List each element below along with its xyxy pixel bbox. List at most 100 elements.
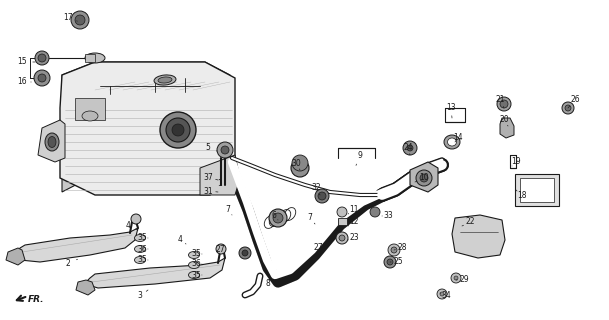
Circle shape xyxy=(172,124,184,136)
Circle shape xyxy=(440,292,444,296)
Polygon shape xyxy=(6,248,25,265)
Text: 27: 27 xyxy=(313,243,323,252)
Bar xyxy=(85,54,95,62)
Bar xyxy=(338,218,347,225)
Text: 4: 4 xyxy=(125,221,130,230)
Text: 21: 21 xyxy=(495,95,505,105)
Text: 5: 5 xyxy=(206,143,211,153)
Text: 30: 30 xyxy=(291,158,301,167)
Circle shape xyxy=(131,214,141,224)
Polygon shape xyxy=(452,215,505,258)
Text: 29: 29 xyxy=(459,276,469,284)
Circle shape xyxy=(500,100,508,108)
Ellipse shape xyxy=(189,261,200,268)
Text: 12: 12 xyxy=(349,218,359,227)
Circle shape xyxy=(239,247,251,259)
Text: 7: 7 xyxy=(225,205,230,214)
Polygon shape xyxy=(76,280,95,295)
Text: 17: 17 xyxy=(63,13,73,22)
Text: 23: 23 xyxy=(349,234,359,243)
Text: 37: 37 xyxy=(203,172,213,181)
Circle shape xyxy=(35,51,49,65)
Circle shape xyxy=(34,70,50,86)
Bar xyxy=(75,98,105,120)
Circle shape xyxy=(339,235,345,241)
Polygon shape xyxy=(62,90,95,192)
Text: 8: 8 xyxy=(266,278,270,287)
Text: 3: 3 xyxy=(138,292,143,300)
Ellipse shape xyxy=(189,271,200,278)
Text: 16: 16 xyxy=(17,77,27,86)
Circle shape xyxy=(221,146,229,154)
Text: 10: 10 xyxy=(419,173,429,182)
Circle shape xyxy=(562,102,574,114)
Polygon shape xyxy=(200,155,240,195)
Text: 14: 14 xyxy=(453,133,463,142)
Ellipse shape xyxy=(189,252,200,259)
Circle shape xyxy=(565,105,571,111)
Text: 22: 22 xyxy=(465,218,475,227)
Text: 4: 4 xyxy=(178,236,183,244)
Circle shape xyxy=(166,118,190,142)
Circle shape xyxy=(437,289,447,299)
Polygon shape xyxy=(62,62,230,105)
Circle shape xyxy=(451,273,461,283)
Ellipse shape xyxy=(158,77,172,83)
Text: 28: 28 xyxy=(397,244,407,252)
Ellipse shape xyxy=(82,111,98,121)
Circle shape xyxy=(71,11,89,29)
Polygon shape xyxy=(410,162,438,192)
Ellipse shape xyxy=(135,245,146,252)
Text: 31: 31 xyxy=(203,187,213,196)
Text: 1: 1 xyxy=(217,179,222,188)
Circle shape xyxy=(388,244,400,256)
Text: 36: 36 xyxy=(137,244,147,253)
Polygon shape xyxy=(95,90,230,175)
Text: 2: 2 xyxy=(66,260,71,268)
Text: 13: 13 xyxy=(446,103,456,113)
Circle shape xyxy=(318,192,326,200)
Text: 36: 36 xyxy=(191,260,201,268)
Circle shape xyxy=(291,159,309,177)
Circle shape xyxy=(38,54,46,62)
Polygon shape xyxy=(60,62,235,195)
Circle shape xyxy=(336,232,348,244)
Circle shape xyxy=(75,15,85,25)
Polygon shape xyxy=(18,228,138,262)
Polygon shape xyxy=(500,118,514,138)
Circle shape xyxy=(384,256,396,268)
Ellipse shape xyxy=(135,257,146,263)
Circle shape xyxy=(370,207,380,217)
Ellipse shape xyxy=(444,135,460,149)
Text: 33: 33 xyxy=(383,211,393,220)
Circle shape xyxy=(416,170,432,186)
Circle shape xyxy=(216,244,226,254)
Circle shape xyxy=(407,145,413,151)
Circle shape xyxy=(391,247,397,253)
Text: 20: 20 xyxy=(499,116,509,124)
Circle shape xyxy=(160,112,196,148)
Ellipse shape xyxy=(85,53,105,63)
Circle shape xyxy=(420,174,428,182)
Circle shape xyxy=(217,142,233,158)
Text: 25: 25 xyxy=(393,258,403,267)
Text: 35: 35 xyxy=(191,250,201,259)
Text: 26: 26 xyxy=(570,95,580,105)
Text: 7: 7 xyxy=(308,213,312,222)
Text: 34: 34 xyxy=(441,292,451,300)
Circle shape xyxy=(273,213,283,223)
Text: 35: 35 xyxy=(191,270,201,279)
Text: 9: 9 xyxy=(357,150,362,159)
Ellipse shape xyxy=(448,138,457,146)
Text: 15: 15 xyxy=(17,58,27,67)
Text: 18: 18 xyxy=(517,191,527,201)
Text: 27: 27 xyxy=(215,245,225,254)
Polygon shape xyxy=(88,258,225,288)
Ellipse shape xyxy=(135,235,146,242)
Text: 11: 11 xyxy=(349,205,359,214)
Text: 35: 35 xyxy=(137,234,147,243)
Ellipse shape xyxy=(154,75,176,85)
Circle shape xyxy=(497,97,511,111)
Text: 24: 24 xyxy=(403,142,413,151)
Polygon shape xyxy=(62,105,230,192)
